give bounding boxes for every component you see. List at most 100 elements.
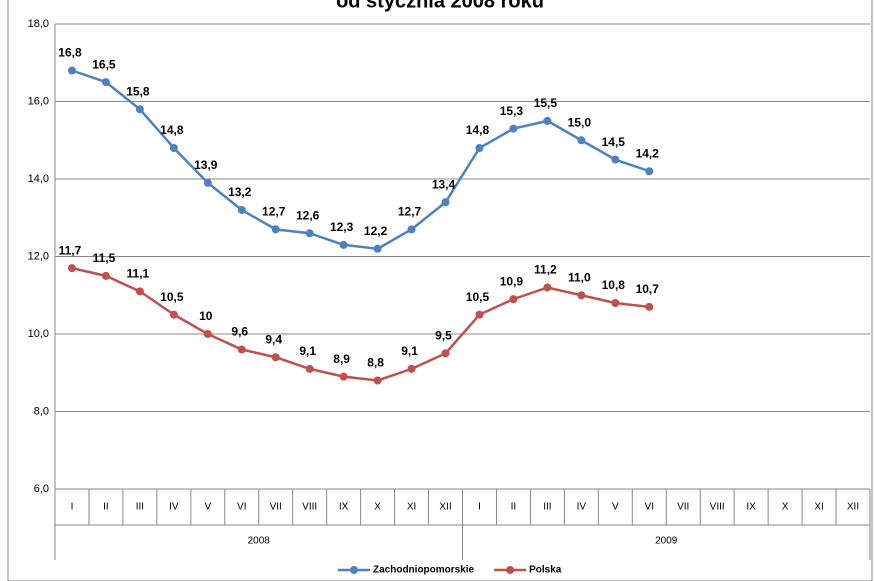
data-label: 10,9 bbox=[500, 274, 524, 288]
series-line bbox=[71, 266, 650, 382]
legend-label: Polska bbox=[529, 565, 562, 576]
y-tick-label: 8,0 bbox=[34, 405, 49, 417]
x-tick-label: II bbox=[511, 502, 517, 513]
x-tick-label: X bbox=[782, 502, 789, 513]
data-point bbox=[271, 353, 280, 362]
data-label: 9,5 bbox=[435, 329, 452, 343]
data-point bbox=[203, 178, 212, 187]
data-point bbox=[441, 349, 450, 358]
legend-marker bbox=[506, 566, 515, 574]
data-label: 9,4 bbox=[265, 332, 282, 346]
data-label: 12,3 bbox=[330, 220, 354, 234]
data-label: 10,5 bbox=[466, 290, 490, 304]
data-label: 11,7 bbox=[59, 243, 82, 257]
data-point bbox=[135, 105, 144, 114]
data-point bbox=[203, 330, 212, 338]
data-label: 9,1 bbox=[299, 344, 316, 358]
data-point bbox=[441, 198, 450, 207]
y-tick-label: 16,0 bbox=[28, 95, 49, 107]
data-label: 13,9 bbox=[194, 158, 218, 172]
data-label: 15,0 bbox=[568, 115, 592, 129]
x-tick-label: III bbox=[136, 502, 144, 513]
x-tick-label: IX bbox=[746, 502, 756, 513]
x-tick-label: VII bbox=[677, 502, 689, 513]
data-point bbox=[543, 283, 552, 292]
x-tick-label: X bbox=[374, 502, 381, 513]
data-point bbox=[169, 310, 178, 319]
x-tick-label: V bbox=[612, 502, 619, 513]
data-label: 12,7 bbox=[262, 205, 286, 219]
data-point bbox=[611, 155, 620, 164]
data-label: 14,8 bbox=[160, 123, 184, 137]
data-label: 10,5 bbox=[160, 290, 184, 304]
x-tick-label: III bbox=[543, 502, 551, 513]
data-label: 12,6 bbox=[296, 208, 320, 222]
data-point bbox=[169, 144, 178, 152]
x-tick-label: VIII bbox=[710, 502, 725, 513]
data-point bbox=[237, 206, 246, 214]
x-tick-label: IV bbox=[169, 502, 179, 513]
data-point bbox=[475, 144, 484, 152]
data-point bbox=[509, 124, 518, 133]
y-tick-label: 12,0 bbox=[28, 250, 49, 262]
data-point bbox=[237, 345, 246, 354]
data-label: 9,6 bbox=[231, 325, 248, 339]
data-point bbox=[339, 372, 348, 381]
y-tick-label: 6,0 bbox=[34, 483, 49, 495]
data-label: 11,0 bbox=[568, 270, 591, 284]
data-label: 13,2 bbox=[228, 185, 252, 199]
data-point bbox=[543, 116, 552, 125]
x-tick-label: VIII bbox=[302, 502, 317, 513]
data-point bbox=[67, 264, 76, 273]
chart-title: od stycznia 2008 roku bbox=[336, 0, 544, 12]
x-tick-label: I bbox=[478, 502, 481, 513]
data-label: 15,8 bbox=[126, 84, 150, 98]
x-tick-label: XI bbox=[407, 502, 416, 513]
series-line bbox=[71, 69, 650, 251]
x-tick-label: XII bbox=[439, 502, 451, 513]
y-tick-label: 10,0 bbox=[28, 328, 49, 340]
data-label: 10,8 bbox=[602, 278, 626, 292]
data-point bbox=[645, 167, 654, 176]
data-label: 16,5 bbox=[92, 57, 116, 71]
x-tick-label: XII bbox=[847, 502, 859, 513]
x-tick-label: IV bbox=[577, 502, 587, 513]
data-label: 15,5 bbox=[534, 96, 558, 110]
x-tick-label: II bbox=[103, 502, 109, 513]
x-tick-label: V bbox=[204, 502, 211, 513]
data-label: 14,8 bbox=[466, 123, 490, 137]
data-label: 14,2 bbox=[636, 146, 660, 160]
x-tick-label: IX bbox=[339, 502, 349, 513]
data-point bbox=[373, 244, 382, 253]
data-label: 11,5 bbox=[93, 251, 116, 265]
data-point bbox=[475, 310, 484, 319]
data-point bbox=[101, 271, 110, 280]
data-label: 12,2 bbox=[364, 224, 388, 238]
data-point bbox=[101, 78, 110, 87]
group-label: 2009 bbox=[655, 536, 678, 547]
data-point bbox=[67, 66, 76, 75]
group-label: 2008 bbox=[248, 536, 271, 547]
data-point bbox=[509, 295, 518, 304]
data-point bbox=[305, 364, 314, 373]
data-label: 11,1 bbox=[127, 267, 150, 281]
data-point bbox=[577, 136, 586, 145]
data-label: 8,9 bbox=[333, 352, 350, 366]
y-tick-label: 14,0 bbox=[28, 173, 49, 185]
data-label: 12,7 bbox=[398, 205, 422, 219]
data-point bbox=[407, 225, 416, 234]
y-tick-label: 18,0 bbox=[28, 18, 49, 30]
data-label: 16,8 bbox=[58, 46, 82, 60]
data-label: 9,1 bbox=[401, 344, 418, 358]
data-point bbox=[339, 240, 348, 249]
x-tick-label: I bbox=[71, 502, 74, 513]
data-label: 13,4 bbox=[432, 177, 456, 191]
data-point bbox=[645, 302, 654, 311]
data-point bbox=[271, 225, 280, 234]
legend-label: Zachodniopomorskie bbox=[373, 565, 475, 576]
x-tick-label: VI bbox=[237, 502, 246, 513]
x-tick-label: VII bbox=[270, 502, 282, 513]
data-point bbox=[611, 299, 620, 307]
data-point bbox=[373, 376, 382, 385]
